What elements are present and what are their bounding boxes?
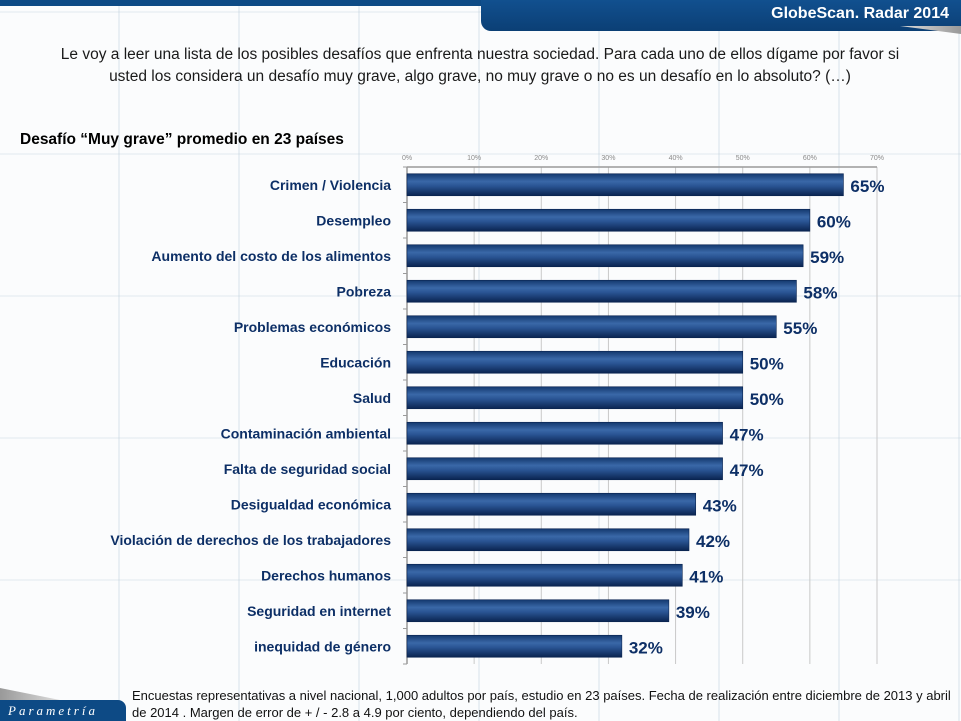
data-label: 32% bbox=[629, 638, 663, 657]
bar bbox=[406, 528, 690, 552]
category-label: Educación bbox=[320, 354, 391, 370]
category-label: Contaminación ambiental bbox=[221, 425, 391, 441]
data-label: 65% bbox=[850, 177, 884, 196]
x-tick-label: 20% bbox=[534, 155, 548, 162]
category-labels: Crimen / Violencia Desempleo Aumento del c… bbox=[110, 177, 391, 655]
bars bbox=[406, 173, 844, 658]
data-label: 42% bbox=[696, 532, 730, 551]
category-label: inequidad de género bbox=[254, 638, 391, 654]
category-label: Aumento del costo de los alimentos bbox=[151, 248, 391, 264]
header-title: GlobeScan. Radar 2014 bbox=[771, 5, 949, 22]
category-label: Seguridad en internet bbox=[247, 603, 391, 619]
chart-title: Desafío “Muy grave” promedio en 23 paíse… bbox=[20, 131, 344, 148]
data-label: 47% bbox=[730, 461, 764, 480]
data-labels: 65% 60% 59% 58% 55% 50% 50% 47% 47% 43% 42% 41% 39% 3… bbox=[629, 177, 885, 658]
bar bbox=[406, 386, 744, 410]
bar bbox=[406, 244, 804, 268]
category-label: Violación de derechos de los trabajadore… bbox=[110, 532, 391, 548]
data-label: 59% bbox=[810, 248, 844, 267]
bar bbox=[406, 208, 811, 232]
data-label: 50% bbox=[750, 390, 784, 409]
category-label: Salud bbox=[353, 390, 391, 406]
bar bbox=[406, 599, 670, 623]
category-label: Desigualdad económica bbox=[231, 496, 391, 512]
data-label: 39% bbox=[676, 603, 710, 622]
data-label: 60% bbox=[817, 212, 851, 231]
footer-note: Encuestas representativas a nivel nacion… bbox=[132, 688, 951, 720]
grid-lines bbox=[403, 166, 878, 665]
bar bbox=[406, 634, 623, 658]
data-label: 41% bbox=[689, 567, 723, 586]
data-label: 55% bbox=[783, 319, 817, 338]
survey-question: Le voy a leer una lista de los posibles … bbox=[60, 46, 900, 85]
data-label: 58% bbox=[803, 283, 837, 302]
x-tick-label: 0% bbox=[402, 155, 412, 162]
x-tick-label: 30% bbox=[601, 155, 615, 162]
category-label: Derechos humanos bbox=[261, 567, 391, 583]
data-label: 50% bbox=[750, 354, 784, 373]
x-tick-label: 50% bbox=[736, 155, 750, 162]
x-tick-label: 60% bbox=[803, 155, 817, 162]
bar bbox=[406, 315, 777, 339]
data-label: 47% bbox=[730, 425, 764, 444]
x-tick-label: 70% bbox=[870, 155, 884, 162]
x-tick-labels: 0% 10% 20% 30% 40% 50% 60% 70% bbox=[402, 155, 884, 162]
x-tick-label: 10% bbox=[467, 155, 481, 162]
bar bbox=[406, 279, 797, 303]
category-label: Crimen / Violencia bbox=[270, 177, 391, 193]
header-shadow bbox=[900, 26, 961, 34]
category-label: Problemas económicos bbox=[234, 319, 391, 335]
parametria-logo: Parametría bbox=[0, 700, 126, 721]
data-label: 43% bbox=[703, 496, 737, 515]
bar bbox=[406, 350, 744, 374]
x-tick-label: 40% bbox=[669, 155, 683, 162]
bar bbox=[406, 173, 844, 197]
category-label: Desempleo bbox=[316, 212, 391, 228]
category-label: Pobreza bbox=[337, 283, 392, 299]
bar bbox=[406, 421, 723, 445]
bar bbox=[406, 457, 723, 481]
top-bar bbox=[0, 0, 961, 6]
bar bbox=[406, 492, 697, 516]
header-banner: GlobeScan. Radar 2014 bbox=[481, 0, 961, 31]
bar bbox=[406, 563, 683, 587]
category-label: Falta de seguridad social bbox=[224, 461, 391, 477]
